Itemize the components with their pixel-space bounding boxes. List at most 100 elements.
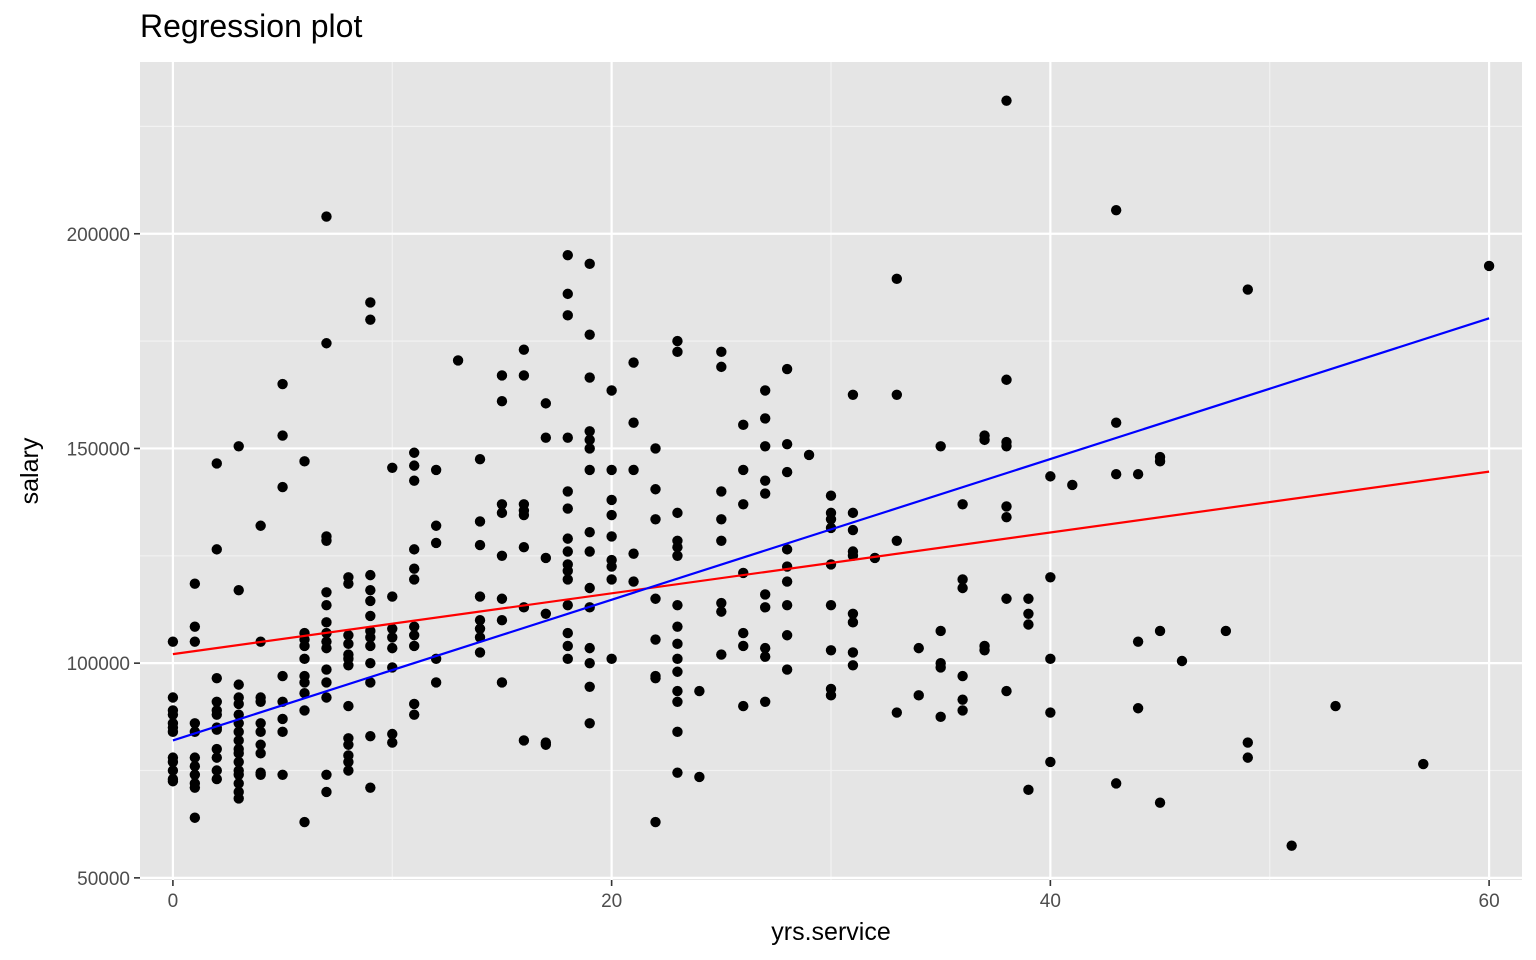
data-point — [847, 524, 859, 536]
data-point — [365, 657, 376, 669]
data-point — [1045, 756, 1056, 768]
y-tick-label: 100000 — [67, 654, 130, 675]
data-point — [518, 735, 530, 746]
data-point — [716, 346, 727, 358]
data-point — [211, 544, 222, 555]
data-point — [474, 591, 486, 602]
data-point — [387, 728, 398, 740]
data-point — [365, 677, 376, 688]
data-point — [957, 694, 968, 705]
data-point — [233, 441, 244, 452]
data-point — [957, 670, 968, 682]
data-point — [650, 514, 661, 525]
data-point — [584, 464, 595, 476]
data-point — [891, 707, 903, 718]
data-point — [496, 615, 508, 626]
data-point — [365, 632, 376, 643]
data-point — [781, 576, 793, 587]
data-point — [759, 696, 771, 708]
data-point — [365, 782, 376, 793]
data-point — [1286, 840, 1297, 851]
data-point — [716, 606, 727, 617]
data-point — [672, 696, 683, 708]
data-point — [1001, 511, 1012, 523]
data-point — [606, 494, 617, 506]
data-point — [1154, 797, 1166, 808]
data-point — [1418, 758, 1429, 770]
data-point — [343, 700, 354, 712]
data-point — [562, 565, 573, 577]
x-axis-title: yrs.service — [771, 918, 890, 946]
data-point — [277, 378, 288, 390]
data-point — [496, 499, 508, 510]
data-point — [474, 623, 486, 635]
data-point — [606, 561, 617, 572]
data-point — [1023, 619, 1034, 630]
data-point — [584, 258, 595, 270]
data-point — [716, 361, 727, 373]
data-point — [540, 398, 552, 409]
data-point — [672, 599, 683, 611]
data-point — [562, 546, 573, 557]
data-point — [540, 432, 552, 443]
data-point — [562, 574, 573, 585]
data-point — [430, 464, 442, 476]
data-point — [474, 647, 486, 658]
data-point — [343, 739, 354, 750]
data-point — [562, 640, 573, 652]
y-axis-title: salary — [16, 437, 44, 504]
data-point — [1242, 752, 1253, 763]
data-point — [1242, 737, 1253, 748]
data-point — [672, 685, 683, 697]
data-point — [496, 593, 508, 604]
data-point — [365, 569, 376, 581]
data-point — [562, 533, 573, 544]
data-point — [650, 443, 661, 454]
data-point — [409, 621, 420, 632]
data-point — [365, 640, 376, 652]
data-point — [759, 385, 771, 396]
data-point — [957, 574, 968, 585]
data-point — [255, 739, 266, 750]
data-point — [672, 507, 683, 519]
data-point — [299, 640, 310, 652]
data-point — [628, 464, 639, 476]
data-point — [957, 705, 968, 716]
data-point — [847, 608, 859, 619]
data-point — [409, 460, 420, 471]
data-point — [321, 338, 332, 349]
data-point — [781, 664, 793, 675]
data-point — [672, 767, 683, 778]
data-point — [255, 726, 266, 738]
data-point — [562, 288, 573, 300]
data-point — [628, 548, 639, 559]
data-point — [825, 490, 837, 501]
data-point — [211, 458, 222, 469]
data-point — [211, 709, 222, 720]
data-point — [891, 535, 903, 546]
data-point — [189, 621, 201, 632]
data-point — [913, 690, 924, 701]
data-point — [562, 627, 573, 639]
data-point — [1154, 456, 1166, 467]
x-tick-label: 0 — [168, 891, 179, 912]
data-point — [716, 535, 727, 546]
data-point — [167, 776, 179, 787]
data-point — [584, 681, 595, 692]
y-tick-label: 200000 — [67, 225, 130, 246]
data-points — [167, 95, 1495, 851]
data-point — [233, 709, 244, 720]
data-point — [584, 657, 595, 669]
data-point — [365, 595, 376, 607]
data-point — [957, 582, 968, 594]
data-point — [167, 709, 179, 720]
data-point — [606, 531, 617, 542]
data-point — [430, 537, 442, 549]
data-point — [277, 670, 288, 682]
data-point — [650, 484, 661, 495]
data-point — [606, 385, 617, 396]
data-point — [387, 623, 398, 635]
data-point — [233, 748, 244, 759]
data-point — [1330, 700, 1341, 712]
data-point — [1220, 625, 1232, 637]
